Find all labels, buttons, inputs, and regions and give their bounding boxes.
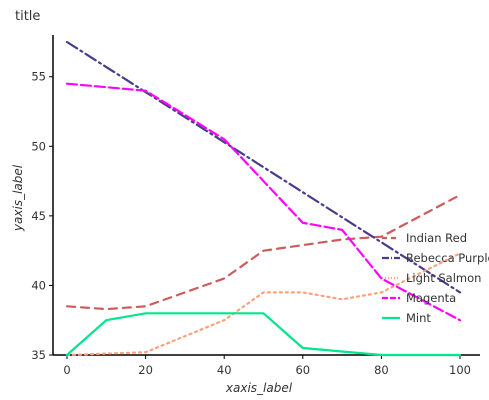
x-axis-label: xaxis_label bbox=[225, 381, 293, 395]
x-tick-label: 60 bbox=[295, 363, 310, 377]
x-tick-label: 0 bbox=[63, 363, 70, 377]
x-tick-label: 100 bbox=[449, 363, 471, 377]
chart-title: title bbox=[15, 9, 40, 24]
x-tick-label: 80 bbox=[374, 363, 389, 377]
series-line-magenta bbox=[65, 82, 462, 322]
series-line-mint bbox=[65, 312, 462, 357]
x-tick-label: 20 bbox=[138, 363, 153, 377]
y-tick-label: 55 bbox=[31, 70, 46, 84]
y-tick-label: 45 bbox=[31, 209, 46, 223]
legend-label: Rebecca Purple bbox=[406, 251, 489, 265]
x-tick-label: 40 bbox=[217, 363, 232, 377]
y-tick-label: 35 bbox=[31, 348, 46, 362]
series-line-rebecca-purple bbox=[65, 40, 462, 294]
legend-label: Light Salmon bbox=[406, 271, 481, 285]
y-axis-label: yaxis_label bbox=[11, 164, 25, 232]
legend-label: Magenta bbox=[406, 291, 456, 305]
axes: 35 40 45 50 55 0 20 40 60 80 100 bbox=[31, 35, 480, 377]
y-tick-label: 40 bbox=[31, 278, 46, 292]
y-tick-label: 50 bbox=[31, 139, 46, 153]
series-lines bbox=[65, 40, 462, 357]
legend: Indian Red Rebecca Purple Light Salmon Mage… bbox=[382, 231, 489, 325]
legend-label: Indian Red bbox=[406, 231, 467, 245]
series-line-light-salmon bbox=[65, 252, 462, 357]
legend-label: Mint bbox=[406, 311, 431, 325]
